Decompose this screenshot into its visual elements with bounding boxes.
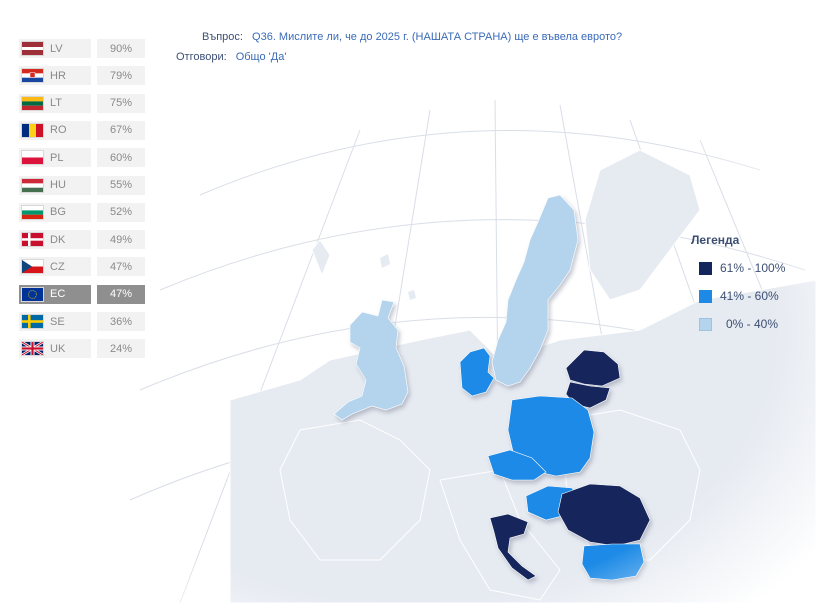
legend-label-mid: 41% - 60% [720, 289, 779, 303]
ranking-row-lt: LT 75% [19, 93, 145, 113]
flag-uk-icon [21, 341, 44, 357]
legend-label-high: 61% - 100% [720, 261, 786, 275]
country-code: HU [50, 179, 66, 191]
flag-lt-icon [21, 95, 44, 111]
ranking-row-pl: PL 60% [19, 148, 145, 168]
flag-lv-icon [21, 41, 44, 56]
ranking-country-cell: HR [19, 66, 91, 86]
ranking-country-cell: RO [19, 120, 91, 140]
ranking-country-cell: PL [19, 148, 91, 168]
country-percentage: 49% [97, 230, 145, 250]
country-code: PL [50, 151, 64, 164]
ranking-row-ec: EC 47% [19, 284, 145, 304]
legend-label-low: 0% - 40% [726, 317, 779, 331]
legend-item-low: 0% - 40% [699, 316, 778, 332]
answers-label: Отговори: [176, 51, 227, 63]
ranking-row-hu: HU 55% [19, 175, 145, 195]
country-code: HR [50, 69, 66, 82]
ranking-country-cell: EC [19, 284, 91, 304]
ranking-row-ro: RO 67% [19, 120, 145, 140]
ranking-country-cell: CZ [19, 257, 91, 277]
country-code: LV [50, 42, 63, 55]
country-percentage: 55% [97, 175, 145, 195]
flag-dk-icon [21, 232, 44, 248]
country-percentage: 52% [97, 202, 145, 222]
ranking-row-dk: DK 49% [19, 230, 145, 250]
ranking-row-lv: LV 90% [19, 39, 145, 58]
country-percentage: 47% [97, 257, 145, 277]
ranking-country-cell: UK [19, 339, 91, 359]
country-percentage: 67% [97, 120, 145, 140]
country-percentage: 36% [97, 312, 145, 331]
country-code: LT [50, 97, 63, 110]
country-code: DK [50, 233, 66, 246]
flag-ro-icon [21, 122, 44, 138]
country-percentage: 90% [97, 39, 145, 58]
flag-pl-icon [21, 150, 44, 166]
flag-bg-icon [21, 204, 44, 220]
ranking-country-cell: LT [19, 93, 91, 113]
ranking-row-bg: BG 52% [19, 202, 145, 222]
ranking-row-se: SE 36% [19, 312, 145, 331]
flag-se-icon [21, 314, 44, 329]
legend-swatch-mid [699, 289, 712, 303]
legend-swatch-high [699, 261, 712, 275]
flag-ec-icon [21, 286, 44, 302]
flag-cz-icon [21, 259, 44, 275]
country-percentage: 47% [97, 284, 145, 304]
ranking-country-cell: DK [19, 230, 91, 250]
ranking-row-hr: HR 79% [19, 66, 145, 86]
ranking-row-cz: CZ 47% [19, 257, 145, 277]
country-code: CZ [50, 260, 65, 273]
legend-item-high: 61% - 100% [699, 260, 785, 276]
country-code: BG [50, 206, 66, 219]
country-code: EC [50, 288, 66, 301]
country-percentage: 60% [97, 148, 145, 168]
legend-item-mid: 41% - 60% [699, 288, 779, 304]
question-text: Q36. Мислите ли, че до 2025 г. (НАШАТА С… [252, 31, 623, 43]
country-code: RO [50, 124, 67, 137]
question-label: Въпрос: [202, 31, 243, 43]
answers-text: Общо 'Да' [235, 51, 287, 63]
country-percentage: 75% [97, 93, 145, 113]
legend-title: Легенда [691, 233, 740, 247]
country-code: UK [50, 342, 66, 355]
country-percentage: 79% [97, 66, 145, 86]
ranking-country-cell: SE [19, 312, 91, 331]
flag-hr-icon [21, 68, 44, 84]
country-code: SE [50, 315, 65, 328]
ranking-country-cell: HU [19, 175, 91, 195]
flag-hu-icon [21, 177, 44, 193]
ranking-row-uk: UK 24% [19, 339, 145, 359]
ranking-country-cell: LV [19, 39, 91, 58]
country-percentage: 24% [97, 339, 145, 359]
legend-swatch-low [699, 317, 712, 331]
ranking-country-cell: BG [19, 202, 91, 222]
